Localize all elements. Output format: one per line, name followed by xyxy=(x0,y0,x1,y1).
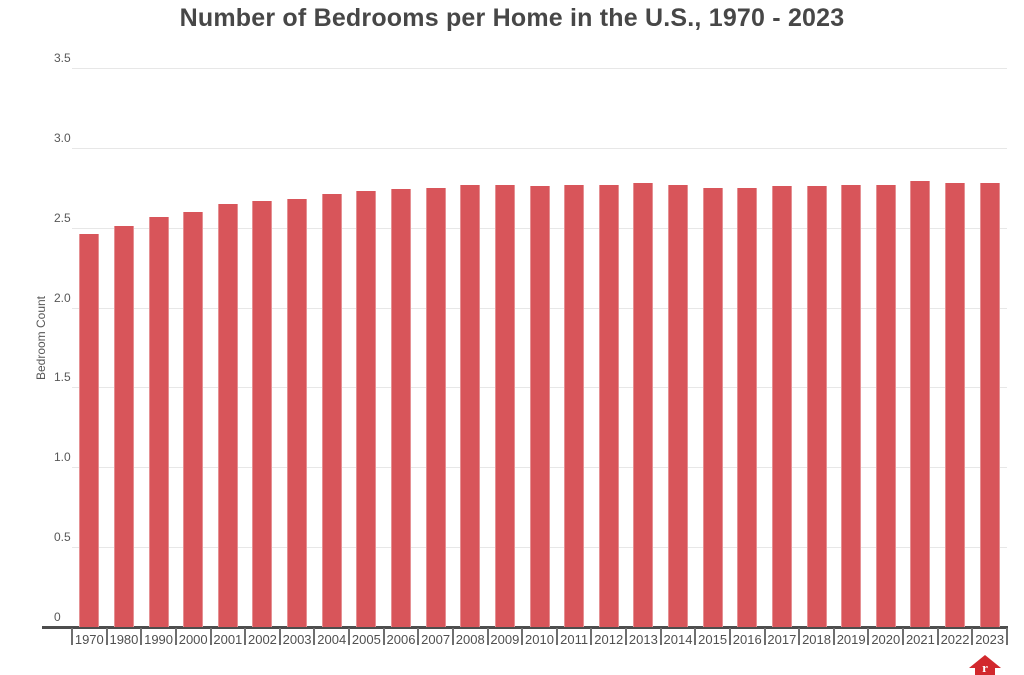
bar-2017 xyxy=(771,186,792,627)
bar-1990 xyxy=(148,216,169,627)
x-tick-label-2023: 2023 xyxy=(975,632,1005,647)
x-tick-label-2001: 2001 xyxy=(213,632,243,647)
bar-1980 xyxy=(113,226,134,627)
x-tick-label-2019: 2019 xyxy=(836,632,866,647)
x-tick-mark-27 xyxy=(1006,628,1008,645)
bar-2007 xyxy=(425,187,446,627)
x-tick-label-2021: 2021 xyxy=(905,632,935,647)
bar-2015 xyxy=(702,187,723,627)
x-tick-label-2000: 2000 xyxy=(178,632,208,647)
x-tick-label-2011: 2011 xyxy=(560,632,589,647)
x-tick-label-1970: 1970 xyxy=(74,632,104,647)
x-tick-label-2009: 2009 xyxy=(490,632,520,647)
x-tick-label-2008: 2008 xyxy=(455,632,485,647)
x-tick-label-2012: 2012 xyxy=(594,632,624,647)
bar-2003 xyxy=(287,198,308,627)
x-tick-mark-6 xyxy=(278,628,281,645)
y-tick-label-3.5: 3.5 xyxy=(54,51,71,65)
x-tick-label-2017: 2017 xyxy=(767,632,797,647)
bar-2010 xyxy=(529,186,550,627)
x-tick-label-2020: 2020 xyxy=(871,632,901,647)
x-tick-mark-5 xyxy=(244,628,247,645)
x-tick-mark-10 xyxy=(417,628,420,645)
x-tick-mark-1 xyxy=(105,628,108,645)
y-tick-label-0: 0 xyxy=(54,610,61,624)
x-tick-mark-9 xyxy=(382,628,385,645)
x-tick-label-2015: 2015 xyxy=(698,632,728,647)
x-tick-label-2010: 2010 xyxy=(525,632,554,647)
bar-2009 xyxy=(494,184,515,627)
x-tick-mark-19 xyxy=(728,628,731,645)
svg-text:r: r xyxy=(982,660,988,675)
y-axis-title: Bedroom Count xyxy=(34,295,48,381)
bar-2019 xyxy=(841,184,862,627)
x-tick-mark-14 xyxy=(555,628,558,645)
y-tick-label-2.5: 2.5 xyxy=(54,210,71,225)
bar-2014 xyxy=(668,184,689,627)
x-tick-mark-16 xyxy=(625,628,628,645)
gridline-y-3.0 xyxy=(72,147,1007,149)
bar-2005 xyxy=(356,190,377,627)
bar-2020 xyxy=(875,184,896,627)
bar-2021 xyxy=(910,181,931,627)
x-tick-mark-8 xyxy=(348,628,351,645)
x-tick-label-1990: 1990 xyxy=(144,632,174,647)
x-tick-label-2005: 2005 xyxy=(351,632,381,647)
y-tick-label-1.5: 1.5 xyxy=(54,370,71,385)
x-tick-mark-21 xyxy=(798,628,801,645)
x-tick-label-2016: 2016 xyxy=(732,632,762,647)
bar-2018 xyxy=(806,186,827,627)
x-axis-line xyxy=(42,626,1008,629)
x-tick-label-2014: 2014 xyxy=(663,632,693,647)
bar-2008 xyxy=(460,184,481,627)
x-tick-mark-25 xyxy=(936,628,939,645)
x-tick-mark-22 xyxy=(832,628,835,645)
x-tick-mark-2 xyxy=(140,628,143,645)
x-tick-label-2013: 2013 xyxy=(628,632,658,647)
x-tick-label-2007: 2007 xyxy=(421,632,451,647)
bar-2001 xyxy=(217,203,238,627)
y-tick-label-0.5: 0.5 xyxy=(54,530,71,545)
bar-2011 xyxy=(564,184,585,627)
bar-2013 xyxy=(633,182,654,627)
x-tick-label-2006: 2006 xyxy=(386,632,416,647)
x-tick-mark-13 xyxy=(521,628,524,645)
house-logo: r xyxy=(969,655,1001,675)
x-tick-label-1980: 1980 xyxy=(109,632,139,647)
bar-1970 xyxy=(79,234,100,627)
bar-2022 xyxy=(945,182,966,627)
x-tick-label-2018: 2018 xyxy=(802,632,831,647)
x-tick-label-2002: 2002 xyxy=(247,632,277,647)
chart-title: Number of Bedrooms per Home in the U.S.,… xyxy=(179,4,845,32)
bar-2012 xyxy=(598,184,619,627)
y-tick-label-3.0: 3.0 xyxy=(54,130,71,145)
bar-2000 xyxy=(183,211,204,627)
gridline-y-3.5 xyxy=(72,68,1007,69)
bar-2004 xyxy=(321,194,342,627)
bar-2006 xyxy=(390,189,411,627)
x-tick-mark-0 xyxy=(71,628,73,645)
x-tick-mark-4 xyxy=(209,628,212,645)
x-tick-label-2003: 2003 xyxy=(282,632,312,647)
x-tick-mark-15 xyxy=(590,628,593,645)
x-tick-label-2004: 2004 xyxy=(317,632,347,647)
x-tick-mark-26 xyxy=(971,628,974,645)
bar-2016 xyxy=(737,187,758,627)
x-tick-mark-12 xyxy=(486,628,489,645)
x-tick-mark-24 xyxy=(902,628,905,645)
x-tick-mark-20 xyxy=(763,628,766,645)
x-tick-mark-17 xyxy=(659,628,662,645)
y-tick-label-1.0: 1.0 xyxy=(54,450,71,465)
bar-2002 xyxy=(252,200,273,627)
x-tick-label-2022: 2022 xyxy=(940,632,970,647)
x-tick-mark-3 xyxy=(174,628,177,645)
x-tick-mark-11 xyxy=(451,628,454,645)
bar-2023 xyxy=(979,182,1000,627)
y-tick-label-2.0: 2.0 xyxy=(54,290,71,305)
x-tick-mark-7 xyxy=(313,628,316,645)
x-tick-mark-18 xyxy=(694,628,697,645)
x-tick-mark-23 xyxy=(867,628,870,645)
